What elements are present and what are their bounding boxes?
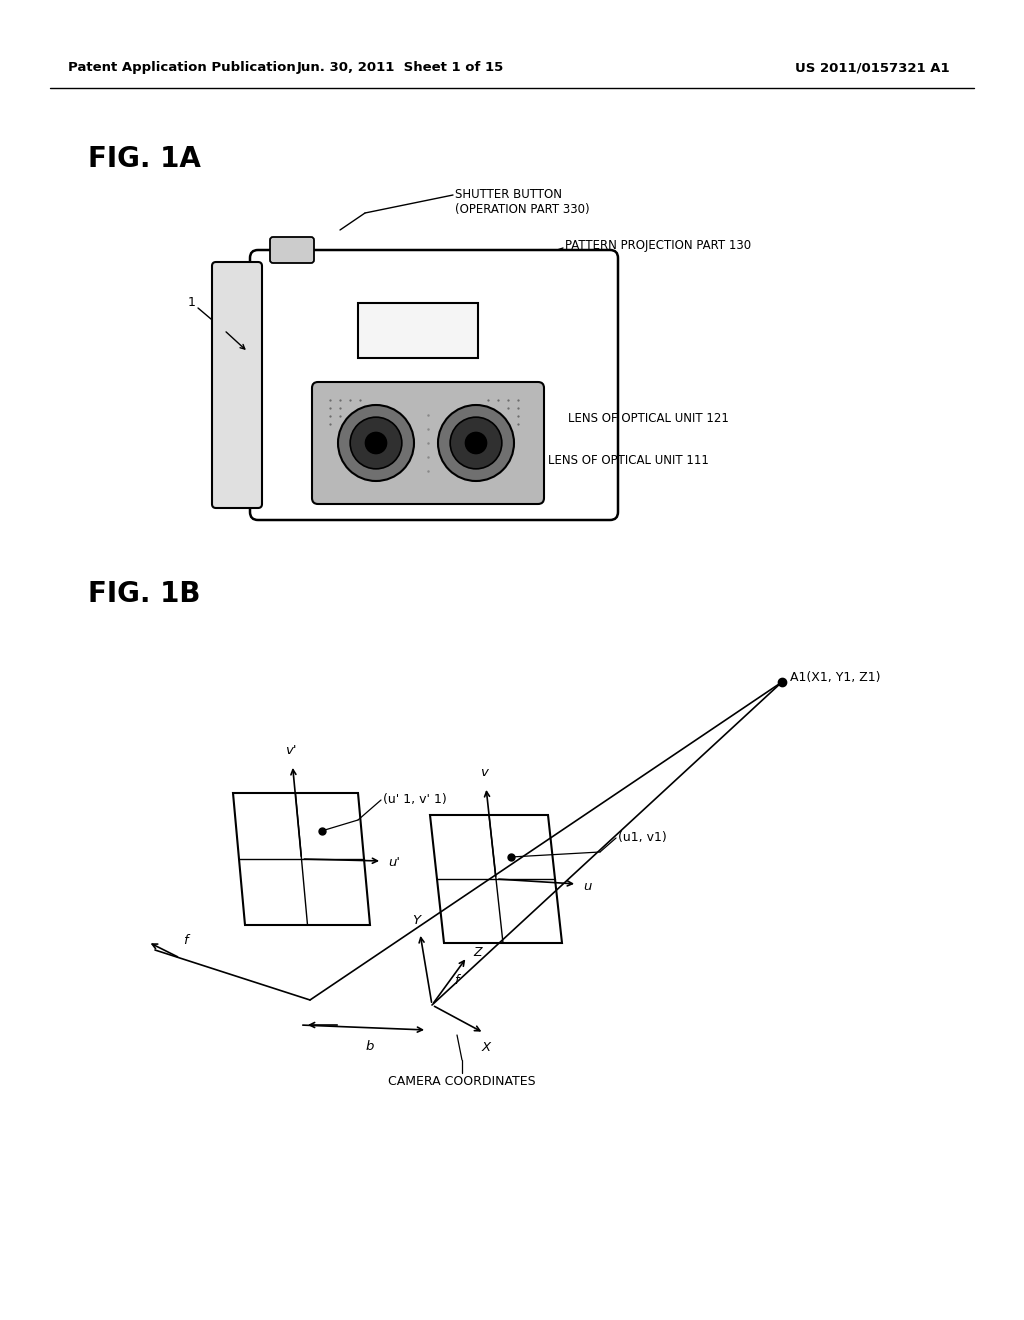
Text: CAMERA COORDINATES: CAMERA COORDINATES [388, 1074, 536, 1088]
Circle shape [366, 433, 387, 454]
Text: US 2011/0157321 A1: US 2011/0157321 A1 [796, 62, 950, 74]
Text: SHUTTER BUTTON
(OPERATION PART 330): SHUTTER BUTTON (OPERATION PART 330) [455, 187, 590, 216]
Text: Y: Y [412, 913, 420, 927]
FancyBboxPatch shape [312, 381, 544, 504]
FancyBboxPatch shape [270, 238, 314, 263]
Text: f: f [182, 933, 187, 946]
Text: Z: Z [473, 946, 481, 960]
Circle shape [338, 405, 414, 480]
Text: (u1, v1): (u1, v1) [618, 832, 667, 845]
Text: u': u' [388, 857, 400, 870]
Text: Jun. 30, 2011  Sheet 1 of 15: Jun. 30, 2011 Sheet 1 of 15 [296, 62, 504, 74]
Text: 1: 1 [188, 296, 196, 309]
Text: u: u [583, 879, 592, 892]
Text: PATTERN PROJECTION PART 130: PATTERN PROJECTION PART 130 [565, 239, 752, 252]
FancyBboxPatch shape [250, 249, 618, 520]
Text: v: v [480, 766, 488, 779]
Text: Patent Application Publication: Patent Application Publication [68, 62, 296, 74]
Text: LENS OF OPTICAL UNIT 121: LENS OF OPTICAL UNIT 121 [568, 412, 729, 425]
Polygon shape [430, 814, 562, 942]
Text: b: b [366, 1040, 374, 1053]
Text: (u' 1, v' 1): (u' 1, v' 1) [383, 793, 446, 807]
Text: LENS OF OPTICAL UNIT 111: LENS OF OPTICAL UNIT 111 [548, 454, 709, 466]
Text: FIG. 1B: FIG. 1B [88, 579, 201, 609]
Text: X: X [481, 1041, 490, 1053]
Circle shape [465, 433, 486, 454]
Circle shape [350, 417, 401, 469]
Circle shape [438, 405, 514, 480]
Text: f: f [454, 974, 459, 986]
FancyBboxPatch shape [212, 261, 262, 508]
Bar [358, 304, 478, 358]
Text: v': v' [285, 744, 296, 756]
Text: FIG. 1A: FIG. 1A [88, 145, 201, 173]
Polygon shape [233, 793, 370, 925]
Circle shape [451, 417, 502, 469]
Text: A1(X1, Y1, Z1): A1(X1, Y1, Z1) [790, 672, 881, 685]
